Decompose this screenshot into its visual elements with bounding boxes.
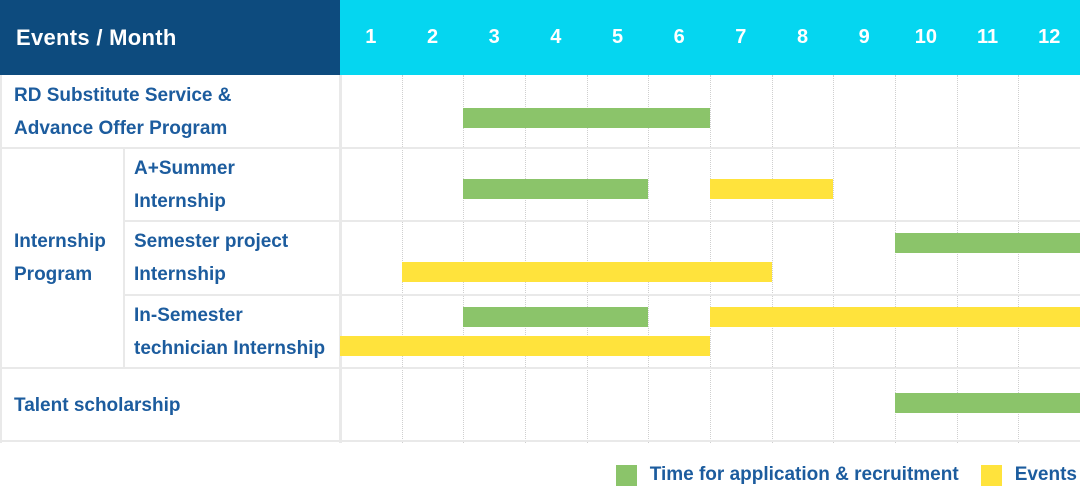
row-label-line: technician Internship [134, 337, 326, 359]
row-label-line: Advance Offer Program [14, 117, 228, 139]
legend-item-events: Events [980, 464, 1077, 486]
month-header-cell: 6 [673, 26, 685, 48]
row-separator-line [0, 367, 1080, 369]
row-label: RD Substitute Service & Advance Offer Pro… [14, 79, 232, 145]
row-group-label-line: Program [14, 264, 93, 285]
row-label-line: A+Summer [134, 157, 235, 179]
gantt-bar-events [710, 307, 1080, 327]
gantt-bar-events [710, 179, 834, 199]
month-header-cell: 12 [1038, 26, 1061, 48]
month-gridline [833, 75, 835, 443]
gantt-bar-application [895, 233, 1080, 253]
month-gridline [463, 75, 465, 443]
legend-swatch-application [615, 464, 637, 486]
month-header-cell: 8 [796, 26, 809, 48]
legend-label: Time for application & recruitment [649, 464, 959, 485]
month-header-cell: 10 [914, 26, 937, 48]
legend: Time for application & recruitment Events [615, 463, 1077, 487]
row-group-label: Internship Program [14, 225, 106, 291]
row-label-line: In-Semester [134, 304, 243, 326]
month-header-cell: 3 [488, 26, 500, 48]
month-header-row: 1 2 3 4 5 6 7 8 9 10 11 12 [340, 0, 1080, 75]
row-label-line: Internship [134, 190, 226, 212]
row-label-line: Talent scholarship [14, 395, 181, 416]
gantt-bar-application [463, 108, 710, 128]
row-label: Talent scholarship [14, 389, 180, 422]
column-divider-line [123, 148, 125, 368]
row-label-line: RD Substitute Service & [14, 84, 232, 106]
month-header-cell: 11 [976, 26, 999, 48]
month-gridline [525, 75, 526, 443]
row-label: A+Summer Internship [134, 152, 235, 218]
month-header-cell: 2 [426, 26, 439, 48]
month-gridline [586, 75, 588, 443]
month-gridline [1018, 75, 1020, 443]
month-gridline [956, 75, 958, 443]
row-label: In-Semester technician Internship [134, 299, 325, 365]
month-header-cell: 5 [611, 26, 624, 48]
row-separator-line [124, 294, 1080, 296]
month-gridline [401, 75, 403, 443]
month-gridline [771, 75, 773, 443]
month-header-cell: 9 [858, 26, 870, 48]
gantt-bar-application [463, 179, 649, 199]
row-label-line: Internship [134, 264, 226, 285]
row-label-line: Semester project [134, 231, 289, 252]
header-events-month-label: Events / Month [0, 0, 340, 75]
month-gridline [895, 75, 896, 443]
gantt-bar-events [401, 262, 772, 282]
row-separator-line [0, 440, 1080, 442]
month-header-cell: 7 [735, 26, 747, 48]
column-divider-line [339, 75, 342, 443]
legend-label: Events [1014, 464, 1077, 485]
column-divider-line [0, 75, 2, 443]
row-group-label-line: Internship [14, 231, 106, 252]
row-separator-line [124, 220, 1080, 222]
month-gridline [710, 75, 711, 443]
legend-item-application: Time for application & recruitment [615, 464, 959, 486]
gantt-bar-events [340, 336, 710, 356]
month-header-cell: 1 [365, 26, 377, 48]
row-label: Semester project Internship [134, 225, 288, 291]
gantt-bar-application [895, 393, 1080, 413]
gantt-bar-application [463, 307, 649, 327]
legend-swatch-events [980, 464, 1002, 486]
month-gridline [648, 75, 650, 443]
row-separator-line [0, 147, 1080, 149]
month-header-cell: 4 [550, 26, 562, 48]
